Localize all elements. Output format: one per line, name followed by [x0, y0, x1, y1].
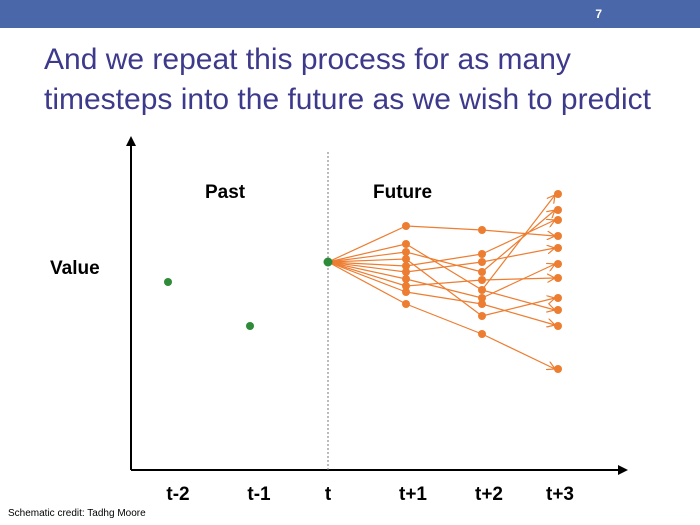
forecast-point [554, 244, 562, 252]
trajectories-step-3 [481, 195, 555, 369]
trajectory-line [327, 243, 407, 263]
past-label: Past [205, 182, 246, 203]
trajectory-arrow [481, 248, 555, 263]
trajectory-line [327, 225, 407, 263]
tick-label-t-2: t-2 [166, 484, 189, 505]
trajectory-line [405, 303, 483, 335]
forecast-point [478, 286, 486, 294]
forecast-point [478, 300, 486, 308]
forecast-point [478, 258, 486, 266]
observed-points [164, 257, 333, 330]
trajectory-line [327, 261, 407, 287]
forecast-point [402, 262, 410, 270]
forecast-point [478, 294, 486, 302]
forecast-point [402, 282, 410, 290]
forecast-point [402, 288, 410, 296]
forecast-point [554, 365, 562, 373]
trajectory-line [327, 261, 407, 273]
forecast-point [402, 300, 410, 308]
forecast-point [554, 260, 562, 268]
trajectory-line [327, 258, 407, 263]
title-line-2: timesteps into the future as we wish to … [44, 83, 651, 116]
trajectory-arrow [481, 264, 555, 299]
trajectory-arrow [481, 210, 555, 273]
title-line-1: And we repeat this process for as many [44, 43, 571, 76]
forecast-point [554, 190, 562, 198]
forecast-points [402, 190, 562, 373]
forecast-point [554, 206, 562, 214]
forecast-point [478, 250, 486, 258]
future-label: Future [373, 182, 432, 203]
trajectory-arrow [481, 278, 555, 280]
trajectory-line [327, 261, 407, 293]
forecast-point [478, 268, 486, 276]
tick-label-t-1: t-1 [247, 484, 271, 505]
forecast-point [478, 312, 486, 320]
top-bar: 7 [0, 0, 700, 28]
forecast-point [402, 248, 410, 256]
observed-point-t [323, 257, 333, 267]
tick-label-t+2: t+2 [475, 484, 503, 505]
trajectory-line [327, 251, 407, 263]
observed-point-t-1 [246, 322, 254, 330]
trajectory-arrow [481, 229, 555, 236]
trajectories-step-1 [327, 225, 407, 305]
trajectory-arrow [481, 298, 555, 317]
trajectory-arrow [481, 289, 555, 310]
forecast-point [554, 294, 562, 302]
trajectory-arrow [481, 195, 555, 291]
tick-label-t+1: t+1 [399, 484, 427, 505]
y-axis-label: Value [50, 258, 100, 279]
trajectory-line [327, 261, 407, 280]
forecast-point [478, 226, 486, 234]
trajectory-line [327, 261, 407, 305]
trajectory-line [405, 261, 483, 273]
forecast-point [554, 216, 562, 224]
trajectories-step-2 [405, 225, 483, 335]
forecast-point [478, 276, 486, 284]
slide-title: And we repeat this process for as many t… [44, 40, 684, 120]
forecast-point [554, 232, 562, 240]
forecast-point [402, 222, 410, 230]
trajectory-line [405, 251, 483, 273]
trajectory-arrow [481, 303, 555, 325]
observed-point-t-2 [164, 278, 172, 286]
trajectory-line [405, 225, 483, 231]
forecast-point [402, 275, 410, 283]
forecast-point [402, 240, 410, 248]
slide-number: 7 [595, 7, 602, 21]
schematic-credit: Schematic credit: Tadhg Moore [8, 508, 146, 519]
tick-label-t+3: t+3 [546, 484, 574, 505]
trajectory-line [405, 279, 483, 287]
trajectory-arrow [481, 220, 555, 255]
trajectory-line [327, 261, 407, 267]
forecast-point [402, 268, 410, 276]
tick-label-t: t [325, 484, 332, 505]
trajectory-line [405, 253, 483, 267]
forecast-point [554, 322, 562, 330]
forecast-point [478, 330, 486, 338]
trajectory-line [405, 291, 483, 305]
forecast-point [402, 255, 410, 263]
forecast-point [554, 306, 562, 314]
forecast-point [554, 274, 562, 282]
trajectory-line [405, 258, 483, 317]
trajectory-arrow [481, 333, 555, 369]
trajectory-line [405, 278, 483, 299]
